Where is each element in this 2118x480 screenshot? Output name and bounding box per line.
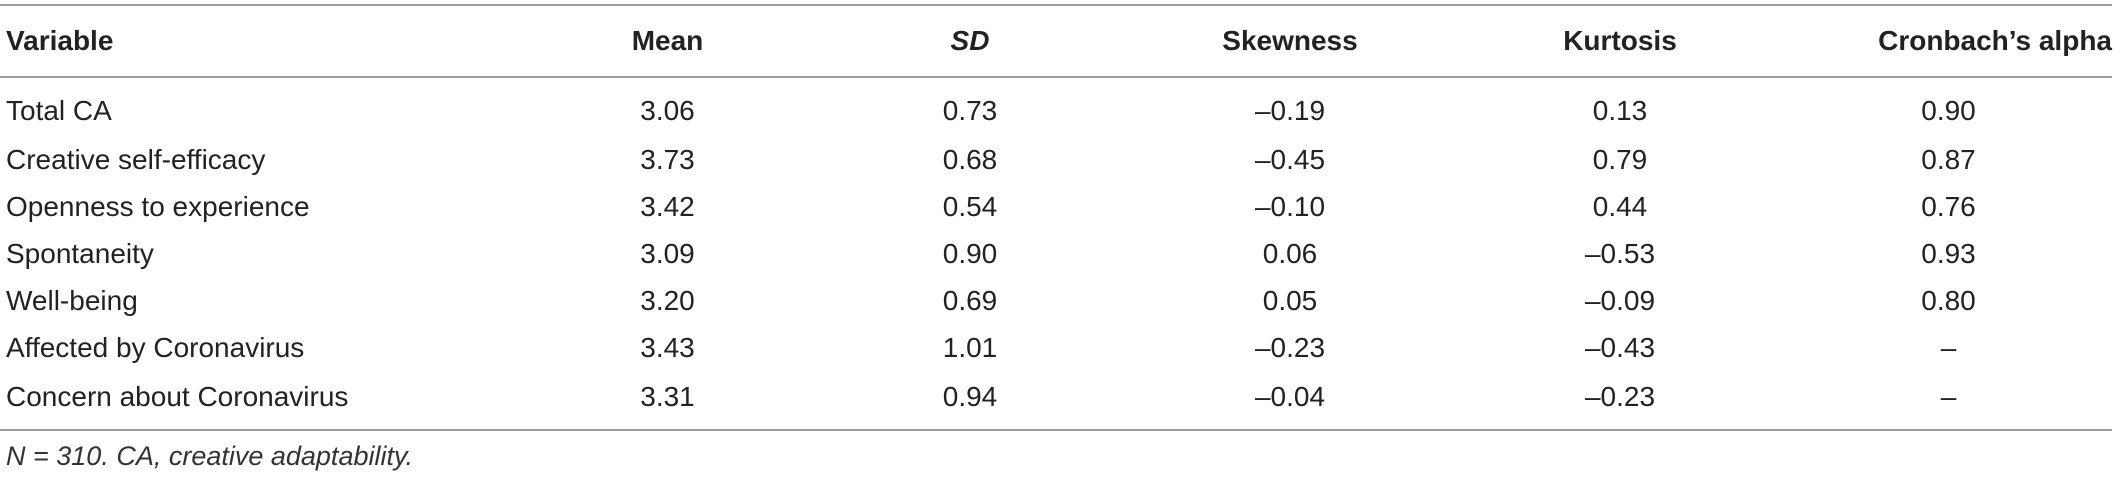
cell-mean: 3.20 [640,284,695,316]
cell-kurtosis: –0.09 [1584,284,1656,316]
table-row: Affected by Coronavirus 3.43 1.01 –0.23 … [0,324,2112,371]
cell-variable: Concern about Coronavirus [6,381,349,412]
cell-kurtosis: –0.43 [1584,331,1656,363]
cell-variable: Creative self-efficacy [6,143,266,175]
table-row: Openness to experience 3.42 0.54 –0.10 0… [0,183,2112,230]
cell-sd: 0.54 [942,190,998,222]
cell-skewness: 0.05 [1262,284,1318,316]
cell-sd: 1.01 [942,331,998,363]
cell-variable: Openness to experience [6,190,310,222]
cell-variable: Affected by Coronavirus [6,331,305,363]
cell-variable: Total CA [6,95,112,126]
cell-skewness: –0.04 [1254,381,1326,412]
cell-sd: 0.94 [942,381,998,412]
cell-variable: Spontaneity [6,237,154,269]
header-skewness: Skewness [1222,25,1358,56]
cell-kurtosis: 0.13 [1592,95,1648,126]
cell-sd: 0.69 [942,284,998,316]
cell-cronbachs-alpha: 0.90 [1921,95,1976,126]
header-row: Variable Mean SD Skewness Kurtosis Cronb… [0,5,2112,77]
cell-skewness: –0.19 [1254,95,1326,126]
cell-mean: 3.73 [640,143,695,175]
table-row: Well-being 3.20 0.69 0.05 –0.09 0.80 [0,277,2112,324]
cell-skewness: –0.10 [1254,190,1326,222]
cell-mean: 3.42 [640,190,695,222]
cell-kurtosis: 0.79 [1592,143,1648,175]
table-header: Variable Mean SD Skewness Kurtosis Cronb… [0,5,2112,77]
cell-cronbachs-alpha: 0.93 [1921,237,1976,269]
cell-skewness: –0.23 [1254,331,1326,363]
cell-kurtosis: –0.53 [1584,237,1656,269]
cell-cronbachs-alpha: 0.80 [1921,284,1976,316]
header-mean: Mean [631,25,704,56]
table-row: Concern about Coronavirus 3.31 0.94 –0.0… [0,371,2112,430]
header-cronbachs-alpha: Cronbach’s alpha [1878,25,2112,56]
cell-sd: 0.73 [942,95,998,126]
cell-cronbachs-alpha: 0.76 [1921,190,1976,222]
cell-cronbachs-alpha: 0.87 [1921,143,1976,175]
table-body: Total CA 3.06 0.73 –0.19 0.13 0.90 Creat… [0,77,2112,430]
cell-kurtosis: –0.23 [1584,381,1656,412]
cell-mean: 3.06 [640,95,695,126]
table-row: Spontaneity 3.09 0.90 0.06 –0.53 0.93 [0,230,2112,277]
table-row: Creative self-efficacy 3.73 0.68 –0.45 0… [0,136,2112,183]
table-footnote: N = 310. CA, creative adaptability. [6,441,413,471]
descriptive-statistics-table: Variable Mean SD Skewness Kurtosis Cronb… [0,4,2112,431]
header-kurtosis: Kurtosis [1563,25,1677,56]
cell-skewness: 0.06 [1262,237,1318,269]
cell-variable: Well-being [6,284,138,316]
cell-sd: 0.90 [942,237,998,269]
cell-mean: 3.31 [640,381,695,412]
cell-cronbachs-alpha: – [1940,381,1957,412]
cell-skewness: –0.45 [1254,143,1326,175]
cell-mean: 3.09 [640,237,695,269]
table-row: Total CA 3.06 0.73 –0.19 0.13 0.90 [0,77,2112,136]
cell-cronbachs-alpha: – [1940,331,1957,363]
cell-kurtosis: 0.44 [1592,190,1648,222]
header-sd: SD [950,25,990,56]
header-variable: Variable [6,25,114,56]
cell-mean: 3.43 [640,331,695,363]
cell-sd: 0.68 [942,143,998,175]
